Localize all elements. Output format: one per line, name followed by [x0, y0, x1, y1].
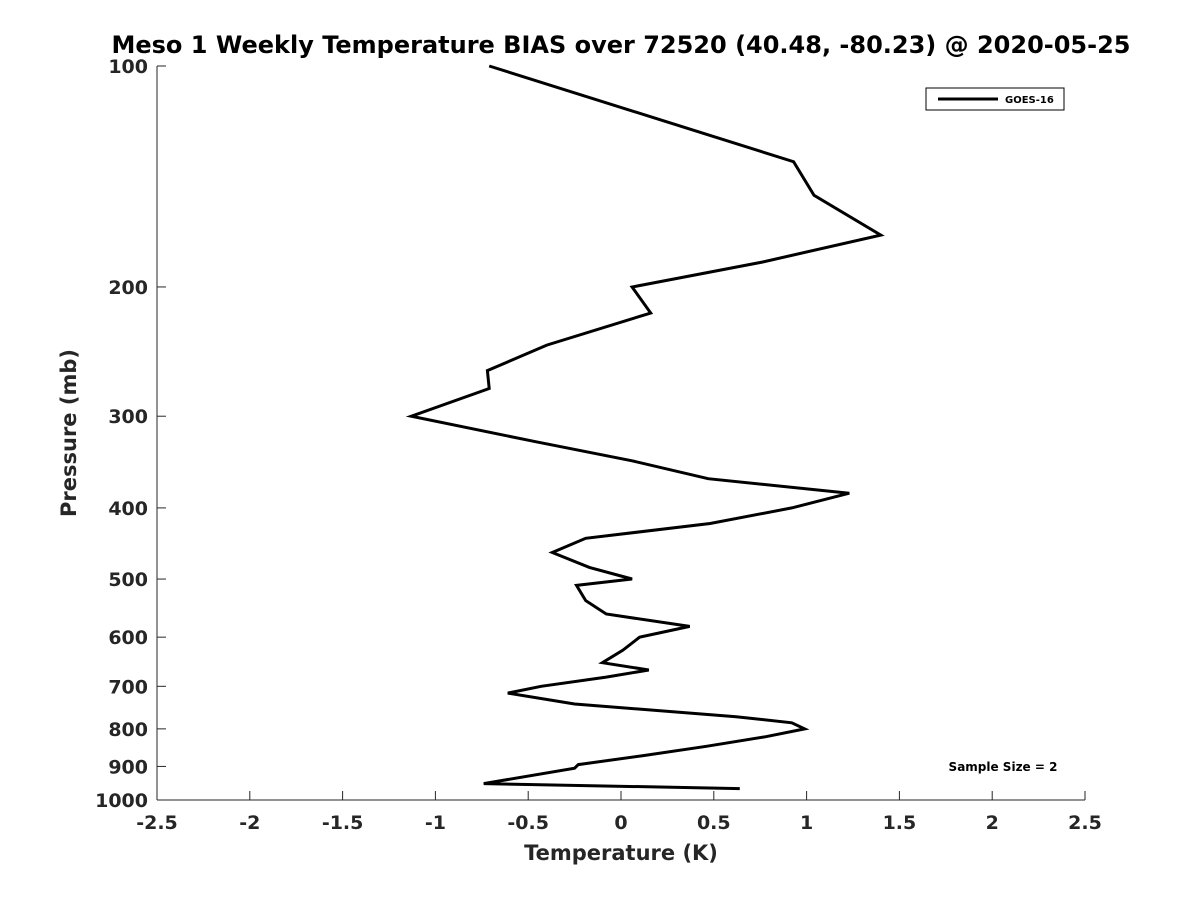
legend: GOES-16	[925, 87, 1065, 111]
y-tick-label: 400	[108, 498, 148, 520]
x-axis-ticks: -2.5 -2 -1.5 -1 -0.5 0 0.5 1 1.5 2 2.5	[136, 791, 1102, 834]
x-tick-label: 2	[986, 812, 999, 834]
x-tick-label: -1.5	[322, 812, 364, 834]
x-tick-label: 1.5	[883, 812, 917, 834]
x-tick-label: 0	[614, 812, 627, 834]
y-tick-label: 900	[108, 756, 148, 778]
sample-size-annotation: Sample Size = 2	[949, 760, 1058, 774]
x-tick-label: -1	[425, 812, 446, 834]
legend-label: GOES-16	[1005, 95, 1054, 106]
y-tick-label: 500	[108, 569, 148, 591]
y-tick-label: 700	[108, 676, 148, 698]
y-axis-ticks: 100 200 300 400 500 600 700 800 900 1000	[95, 56, 166, 812]
x-tick-label: -0.5	[507, 812, 549, 834]
x-tick-label: -2.5	[136, 812, 178, 834]
x-tick-label: 2.5	[1068, 812, 1102, 834]
x-tick-label: -2	[239, 812, 260, 834]
plot-frame	[156, 66, 1085, 801]
y-tick-label: 800	[108, 719, 148, 741]
series-line-goes-16	[405, 64, 885, 791]
x-tick-label: 0.5	[697, 812, 731, 834]
x-tick-label: 1	[800, 812, 813, 834]
y-tick-label: 100	[108, 56, 148, 78]
y-tick-label: 300	[108, 406, 148, 428]
chart-title: Meso 1 Weekly Temperature BIAS over 7252…	[111, 31, 1130, 59]
series-layer	[405, 64, 885, 791]
x-axis-label: Temperature (K)	[524, 841, 718, 865]
y-tick-label: 1000	[95, 790, 148, 812]
y-tick-label: 200	[108, 277, 148, 299]
y-tick-label: 600	[108, 627, 148, 649]
y-axis-label: Pressure (mb)	[57, 349, 81, 517]
